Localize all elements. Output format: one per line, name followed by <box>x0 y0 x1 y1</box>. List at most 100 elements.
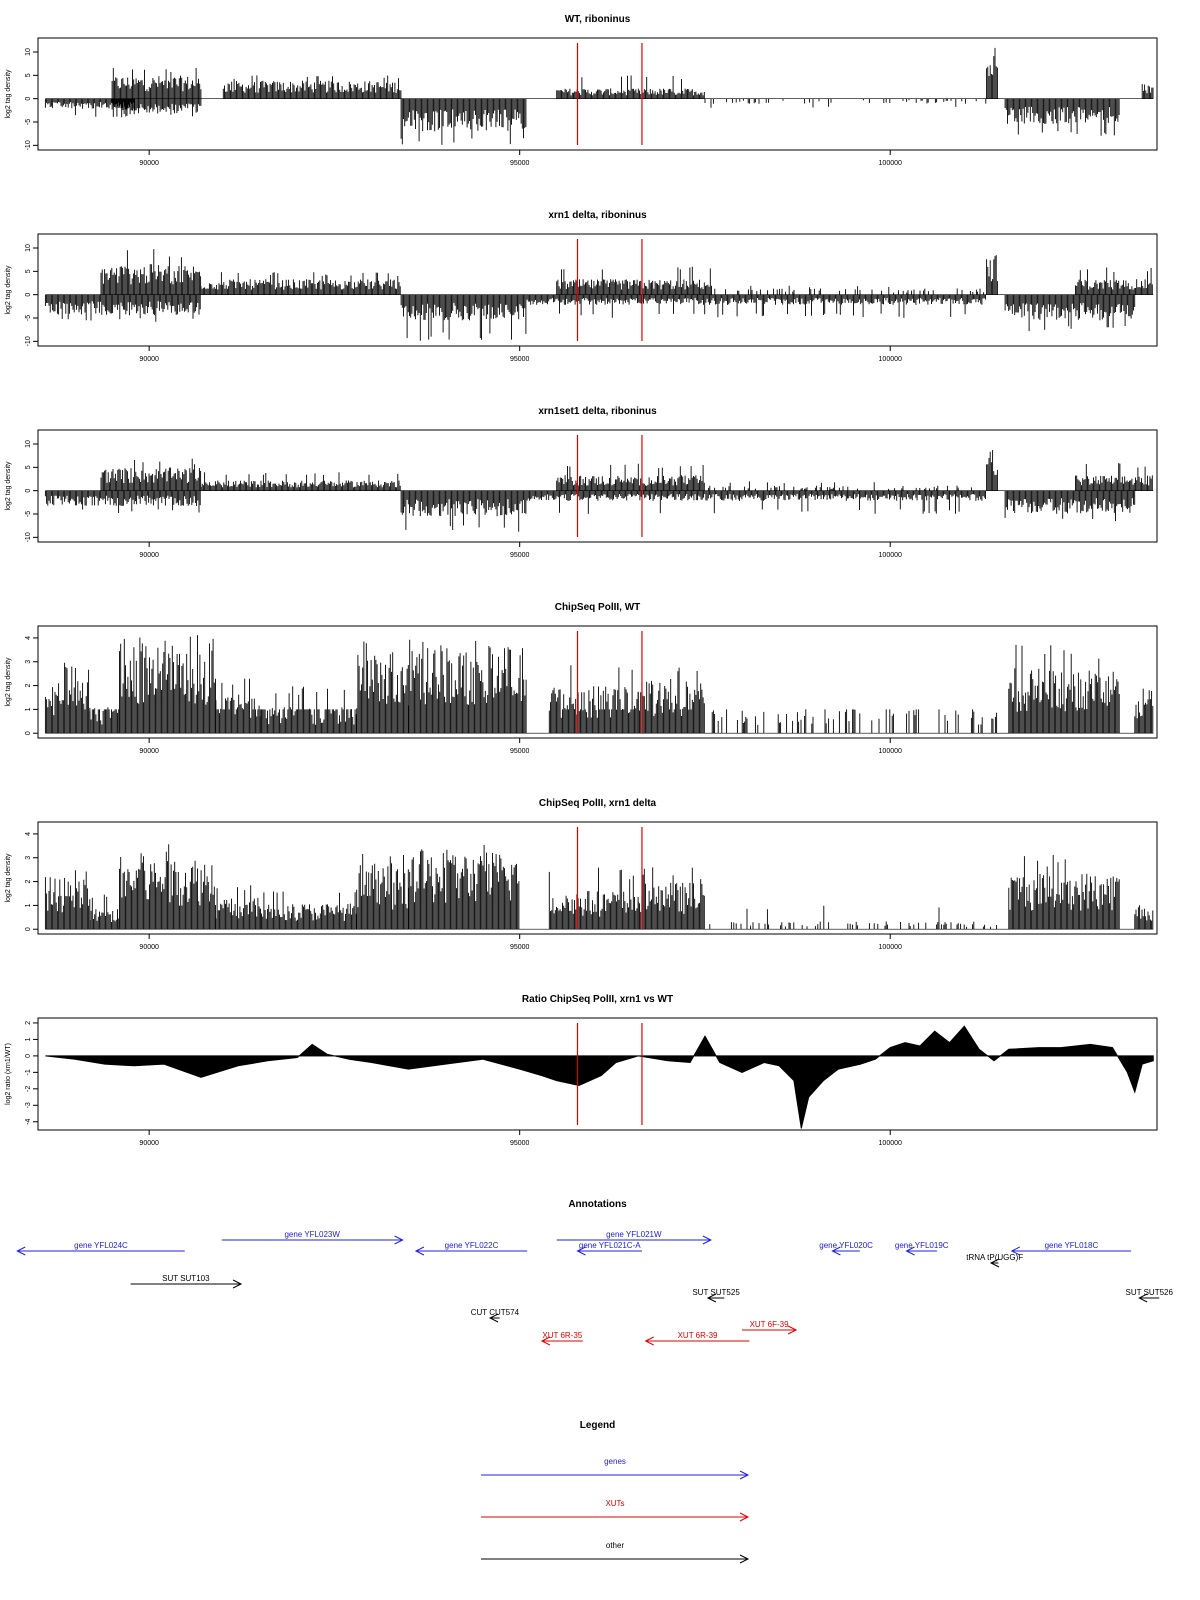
legend: Legend genes XUTs other <box>481 1420 750 1564</box>
segment-bars <box>986 450 998 491</box>
arrow-head <box>414 1246 425 1256</box>
panel-title: ChipSeq PolII, WT <box>555 602 641 613</box>
segment-bars <box>200 472 401 491</box>
x-tick-label: 95000 <box>510 552 530 559</box>
y-axis-label: log2 tag density <box>5 265 12 315</box>
y-tick-label: 1 <box>25 903 32 907</box>
segment-bars <box>408 639 527 734</box>
segment-bars <box>1075 267 1153 295</box>
annotation-label: XUT 6F-39 <box>750 1320 790 1329</box>
arrow-head <box>1138 1293 1148 1303</box>
segment-bars <box>44 294 201 322</box>
segment-bars <box>556 463 705 491</box>
arrow-head <box>644 1336 654 1346</box>
panel-title: Ratio ChipSeq PolII, xrn1 vs WT <box>522 994 673 1005</box>
annotation-feature: XUT 6R-35 <box>540 1331 583 1346</box>
segment-bars <box>222 75 402 99</box>
y-tick-label: 0 <box>25 293 32 297</box>
arrow-head <box>905 1246 915 1256</box>
y-axis-label: log2 ratio (xrn1/WT) <box>5 1043 12 1105</box>
annotation-feature: CUT CUT574 <box>471 1308 520 1323</box>
y-tick-label: 0 <box>25 731 32 735</box>
x-tick-label: 100000 <box>879 356 902 363</box>
panel-title: xrn1 delta, riboninus <box>548 210 647 221</box>
annotation-label: gene YFL018C <box>1045 1241 1099 1250</box>
y-tick-label: -10 <box>25 532 32 542</box>
x-tick-label: 100000 <box>879 944 902 951</box>
segment-bars <box>986 47 998 99</box>
series-negative <box>44 294 1136 341</box>
annotation-label: gene YFL021C-A <box>579 1241 641 1250</box>
segment-bars <box>704 98 987 108</box>
segment-bars <box>986 255 998 295</box>
y-tick-label: 0 <box>25 97 32 101</box>
segment-bars <box>526 294 986 318</box>
x-tick-label: 95000 <box>510 1140 530 1147</box>
y-tick-label: 5 <box>25 465 32 469</box>
segment-bars <box>1004 294 1136 332</box>
annotation-feature: XUT 6R-39 <box>644 1331 750 1346</box>
arrow-head <box>706 1293 717 1303</box>
y-tick-label: -4 <box>25 1119 32 1125</box>
x-tick-label: 100000 <box>879 748 902 755</box>
series-positive <box>100 450 1153 491</box>
ratio-area <box>45 1025 1154 1129</box>
segment-bars <box>637 667 705 734</box>
legend-label: other <box>606 1541 625 1550</box>
arrow-head <box>989 1258 1000 1268</box>
segment-bars <box>1004 490 1136 522</box>
y-tick-label: -5 <box>25 511 32 517</box>
annotation-feature: gene YFL020C <box>819 1241 873 1256</box>
segment-bars <box>200 272 401 295</box>
segment-bars <box>215 678 261 734</box>
segment-bars <box>356 641 409 734</box>
legend-item-gene: genes <box>481 1457 750 1480</box>
arrow-head <box>739 1470 750 1480</box>
segment-bars <box>637 867 705 930</box>
y-tick-label: 10 <box>25 48 32 56</box>
y-axis-label: log2 tag density <box>5 657 12 707</box>
legend-item-other: other <box>481 1541 750 1564</box>
plot-frame <box>37 429 1158 543</box>
annotation-feature: gene YFL022C <box>414 1241 528 1256</box>
panel-title: ChipSeq PolII, xrn1 delta <box>539 798 657 809</box>
segment-bars <box>119 635 216 734</box>
annotation-feature: SUT SUT103 <box>130 1274 243 1289</box>
y-tick-label: 1 <box>25 707 32 711</box>
x-tick-label: 95000 <box>510 160 530 167</box>
annotation-label: gene YFL022C <box>445 1241 499 1250</box>
annotation-label: gene YFL021W <box>606 1230 662 1239</box>
segment-bars <box>215 885 261 930</box>
segment-bars <box>1134 905 1154 930</box>
annotation-label: XUT 6R-35 <box>542 1331 582 1340</box>
legend-title: Legend <box>580 1420 616 1431</box>
arrow-head <box>394 1235 404 1245</box>
annotation-feature: tRNA tP(UGG)F <box>966 1253 1023 1268</box>
segment-bars <box>714 285 985 295</box>
segment-bars <box>100 458 202 491</box>
series-positive <box>44 635 1154 734</box>
y-axis-label: log2 tag density <box>5 853 12 903</box>
panel-1: WT, riboninus 10 5 0 -5 -10 log2 tag density 90… <box>5 14 1158 167</box>
y-tick-label: -3 <box>25 1102 32 1108</box>
y-tick-label: 4 <box>25 636 32 640</box>
segment-bars <box>259 891 357 930</box>
segment-bars <box>1075 463 1153 491</box>
y-tick-label: 0 <box>25 489 32 493</box>
y-axis-label: log2 tag density <box>5 461 12 511</box>
segment-bars <box>400 490 527 532</box>
segment-bars <box>711 709 998 734</box>
segment-bars <box>1004 98 1120 136</box>
y-tick-label: -2 <box>25 1086 32 1092</box>
segment-bars <box>44 490 201 513</box>
series-positive <box>111 47 1154 99</box>
y-tick-label: 2 <box>25 684 32 688</box>
segment-bars <box>111 68 202 99</box>
segment-bars <box>548 665 639 734</box>
arrow-head <box>540 1336 551 1346</box>
annotation-label: tRNA tP(UGG)F <box>966 1253 1023 1262</box>
arrow-head <box>576 1246 586 1256</box>
annotation-label: gene YFL023W <box>284 1230 340 1239</box>
arrow-head <box>232 1279 243 1289</box>
